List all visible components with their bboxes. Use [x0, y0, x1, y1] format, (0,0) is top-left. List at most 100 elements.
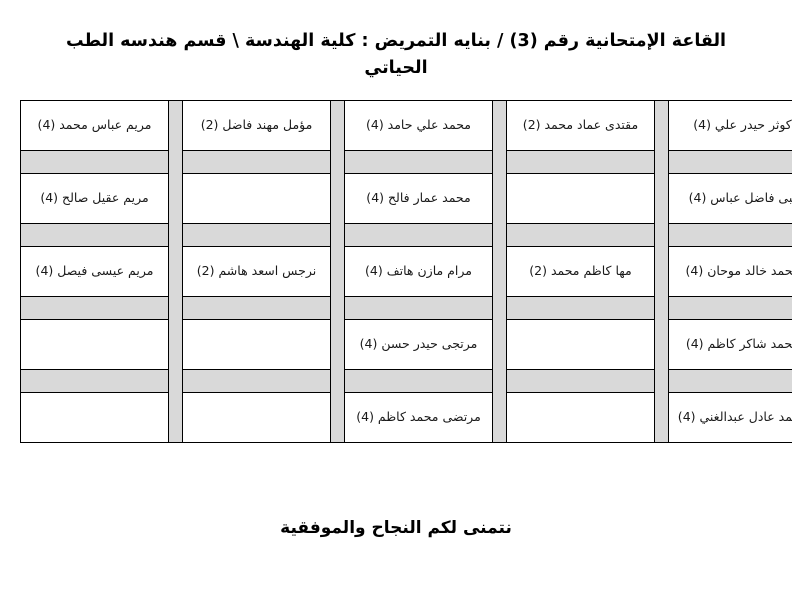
spacer-column: [168, 150, 183, 174]
seat-cell[interactable]: [182, 319, 331, 370]
seat-cell[interactable]: مريم عيسى فيصل (4): [20, 246, 169, 297]
seat-label: مرام مازن هاتف (4): [365, 263, 472, 279]
spacer-cell: [506, 296, 655, 320]
seat-label: مها كاظم محمد (2): [529, 263, 632, 279]
spacer-column: [168, 296, 183, 320]
seat-label: مرتجى حيدر حسن (4): [359, 336, 478, 352]
spacer-cell: [668, 296, 792, 320]
spacer-column: [654, 246, 669, 297]
seat-cell[interactable]: مرتضى محمد كاظم (4): [344, 392, 493, 443]
spacer-column: [654, 150, 669, 174]
spacer-column: [654, 100, 669, 151]
seating-table-body: كوثر حيدر علي (4) مقتدى عماد محمد (2) مح…: [20, 100, 792, 443]
spacer-cell: [182, 296, 331, 320]
footer-message: نتمنى لكم النجاح والموفقية: [280, 518, 512, 538]
seat-cell[interactable]: مرام مازن هاتف (4): [344, 246, 493, 297]
table-row: كوثر حيدر علي (4) مقتدى عماد محمد (2) مح…: [20, 100, 792, 151]
seat-cell[interactable]: [20, 319, 169, 370]
table-row: محمد شاكر كاظم (4) مرتجى حيدر حسن (4): [20, 319, 792, 370]
seat-cell[interactable]: مؤمل مهند فاضل (2): [182, 100, 331, 151]
seat-cell[interactable]: كوثر حيدر علي (4): [668, 100, 792, 151]
spacer-cell: [20, 150, 169, 174]
seat-cell[interactable]: [506, 319, 655, 370]
seating-table: كوثر حيدر علي (4) مقتدى عماد محمد (2) مح…: [20, 100, 792, 443]
seat-cell[interactable]: لبى فاضل عباس (4): [668, 173, 792, 224]
seat-label: مريم عيسى فيصل (4): [35, 263, 154, 279]
seat-cell[interactable]: [182, 392, 331, 443]
footer: نتمنى لكم النجاح والموفقية: [0, 518, 792, 538]
spacer-column: [330, 246, 345, 297]
seat-cell[interactable]: مريم عقيل صالح (4): [20, 173, 169, 224]
spacer-column: [492, 369, 507, 393]
seat-label: كوثر حيدر علي (4): [693, 117, 792, 133]
seat-cell[interactable]: محمد عادل عبدالغني (4): [668, 392, 792, 443]
spacer-column: [168, 173, 183, 224]
table-row-spacer: [20, 369, 792, 393]
seat-cell[interactable]: محمد خالد موحان (4): [668, 246, 792, 297]
seat-cell[interactable]: [506, 173, 655, 224]
spacer-cell: [668, 223, 792, 247]
seat-label: محمد عمار فالح (4): [366, 190, 471, 206]
spacer-column: [492, 173, 507, 224]
spacer-column: [492, 319, 507, 370]
table-row-spacer: [20, 223, 792, 247]
seat-cell[interactable]: محمد عمار فالح (4): [344, 173, 493, 224]
seat-cell[interactable]: مريم عباس محمد (4): [20, 100, 169, 151]
seat-label: مؤمل مهند فاضل (2): [200, 117, 313, 133]
seat-label: محمد عادل عبدالغني (4): [677, 409, 792, 425]
seat-label: مرتضى محمد كاظم (4): [356, 409, 481, 425]
spacer-column: [492, 296, 507, 320]
seat-cell[interactable]: محمد علي حامد (4): [344, 100, 493, 151]
page-title-line-1: القاعة الإمتحانية رقم (3) / بنايه التمري…: [65, 31, 727, 51]
seat-cell[interactable]: [20, 392, 169, 443]
seat-label: مريم عباس محمد (4): [37, 117, 152, 133]
table-row-spacer: [20, 296, 792, 320]
page-title: القاعة الإمتحانية رقم (3) / بنايه التمري…: [50, 28, 742, 82]
spacer-cell: [20, 223, 169, 247]
table-row-spacer: [20, 150, 792, 174]
spacer-cell: [506, 369, 655, 393]
spacer-column: [330, 319, 345, 370]
table-row: لبى فاضل عباس (4) محمد عمار فالح (4) مري…: [20, 173, 792, 224]
spacer-cell: [344, 150, 493, 174]
spacer-column: [330, 173, 345, 224]
spacer-cell: [20, 369, 169, 393]
spacer-cell: [506, 223, 655, 247]
seat-cell[interactable]: [506, 392, 655, 443]
spacer-column: [654, 223, 669, 247]
seat-cell[interactable]: [182, 173, 331, 224]
spacer-column: [654, 319, 669, 370]
spacer-column: [168, 392, 183, 443]
spacer-cell: [182, 369, 331, 393]
seat-label: لبى فاضل عباس (4): [688, 190, 792, 206]
seat-cell[interactable]: مها كاظم محمد (2): [506, 246, 655, 297]
seat-label: مقتدى عماد محمد (2): [522, 117, 639, 133]
spacer-column: [168, 100, 183, 151]
page-title-line-2: الحياتي: [364, 58, 428, 79]
spacer-cell: [20, 296, 169, 320]
spacer-cell: [506, 150, 655, 174]
seat-label: نرجس اسعد هاشم (2): [196, 263, 317, 279]
spacer-column: [492, 223, 507, 247]
spacer-column: [168, 369, 183, 393]
seat-cell[interactable]: محمد شاكر كاظم (4): [668, 319, 792, 370]
spacer-column: [330, 100, 345, 151]
spacer-cell: [182, 223, 331, 247]
spacer-column: [168, 319, 183, 370]
spacer-column: [654, 392, 669, 443]
spacer-column: [168, 246, 183, 297]
seat-cell[interactable]: نرجس اسعد هاشم (2): [182, 246, 331, 297]
spacer-column: [330, 369, 345, 393]
spacer-column: [654, 369, 669, 393]
seat-cell[interactable]: مقتدى عماد محمد (2): [506, 100, 655, 151]
spacer-column: [492, 150, 507, 174]
spacer-column: [330, 150, 345, 174]
spacer-column: [168, 223, 183, 247]
table-row: محمد خالد موحان (4) مها كاظم محمد (2) مر…: [20, 246, 792, 297]
seat-cell[interactable]: مرتجى حيدر حسن (4): [344, 319, 493, 370]
spacer-cell: [344, 369, 493, 393]
spacer-column: [654, 173, 669, 224]
seat-label: محمد شاكر كاظم (4): [685, 336, 792, 352]
spacer-column: [654, 296, 669, 320]
